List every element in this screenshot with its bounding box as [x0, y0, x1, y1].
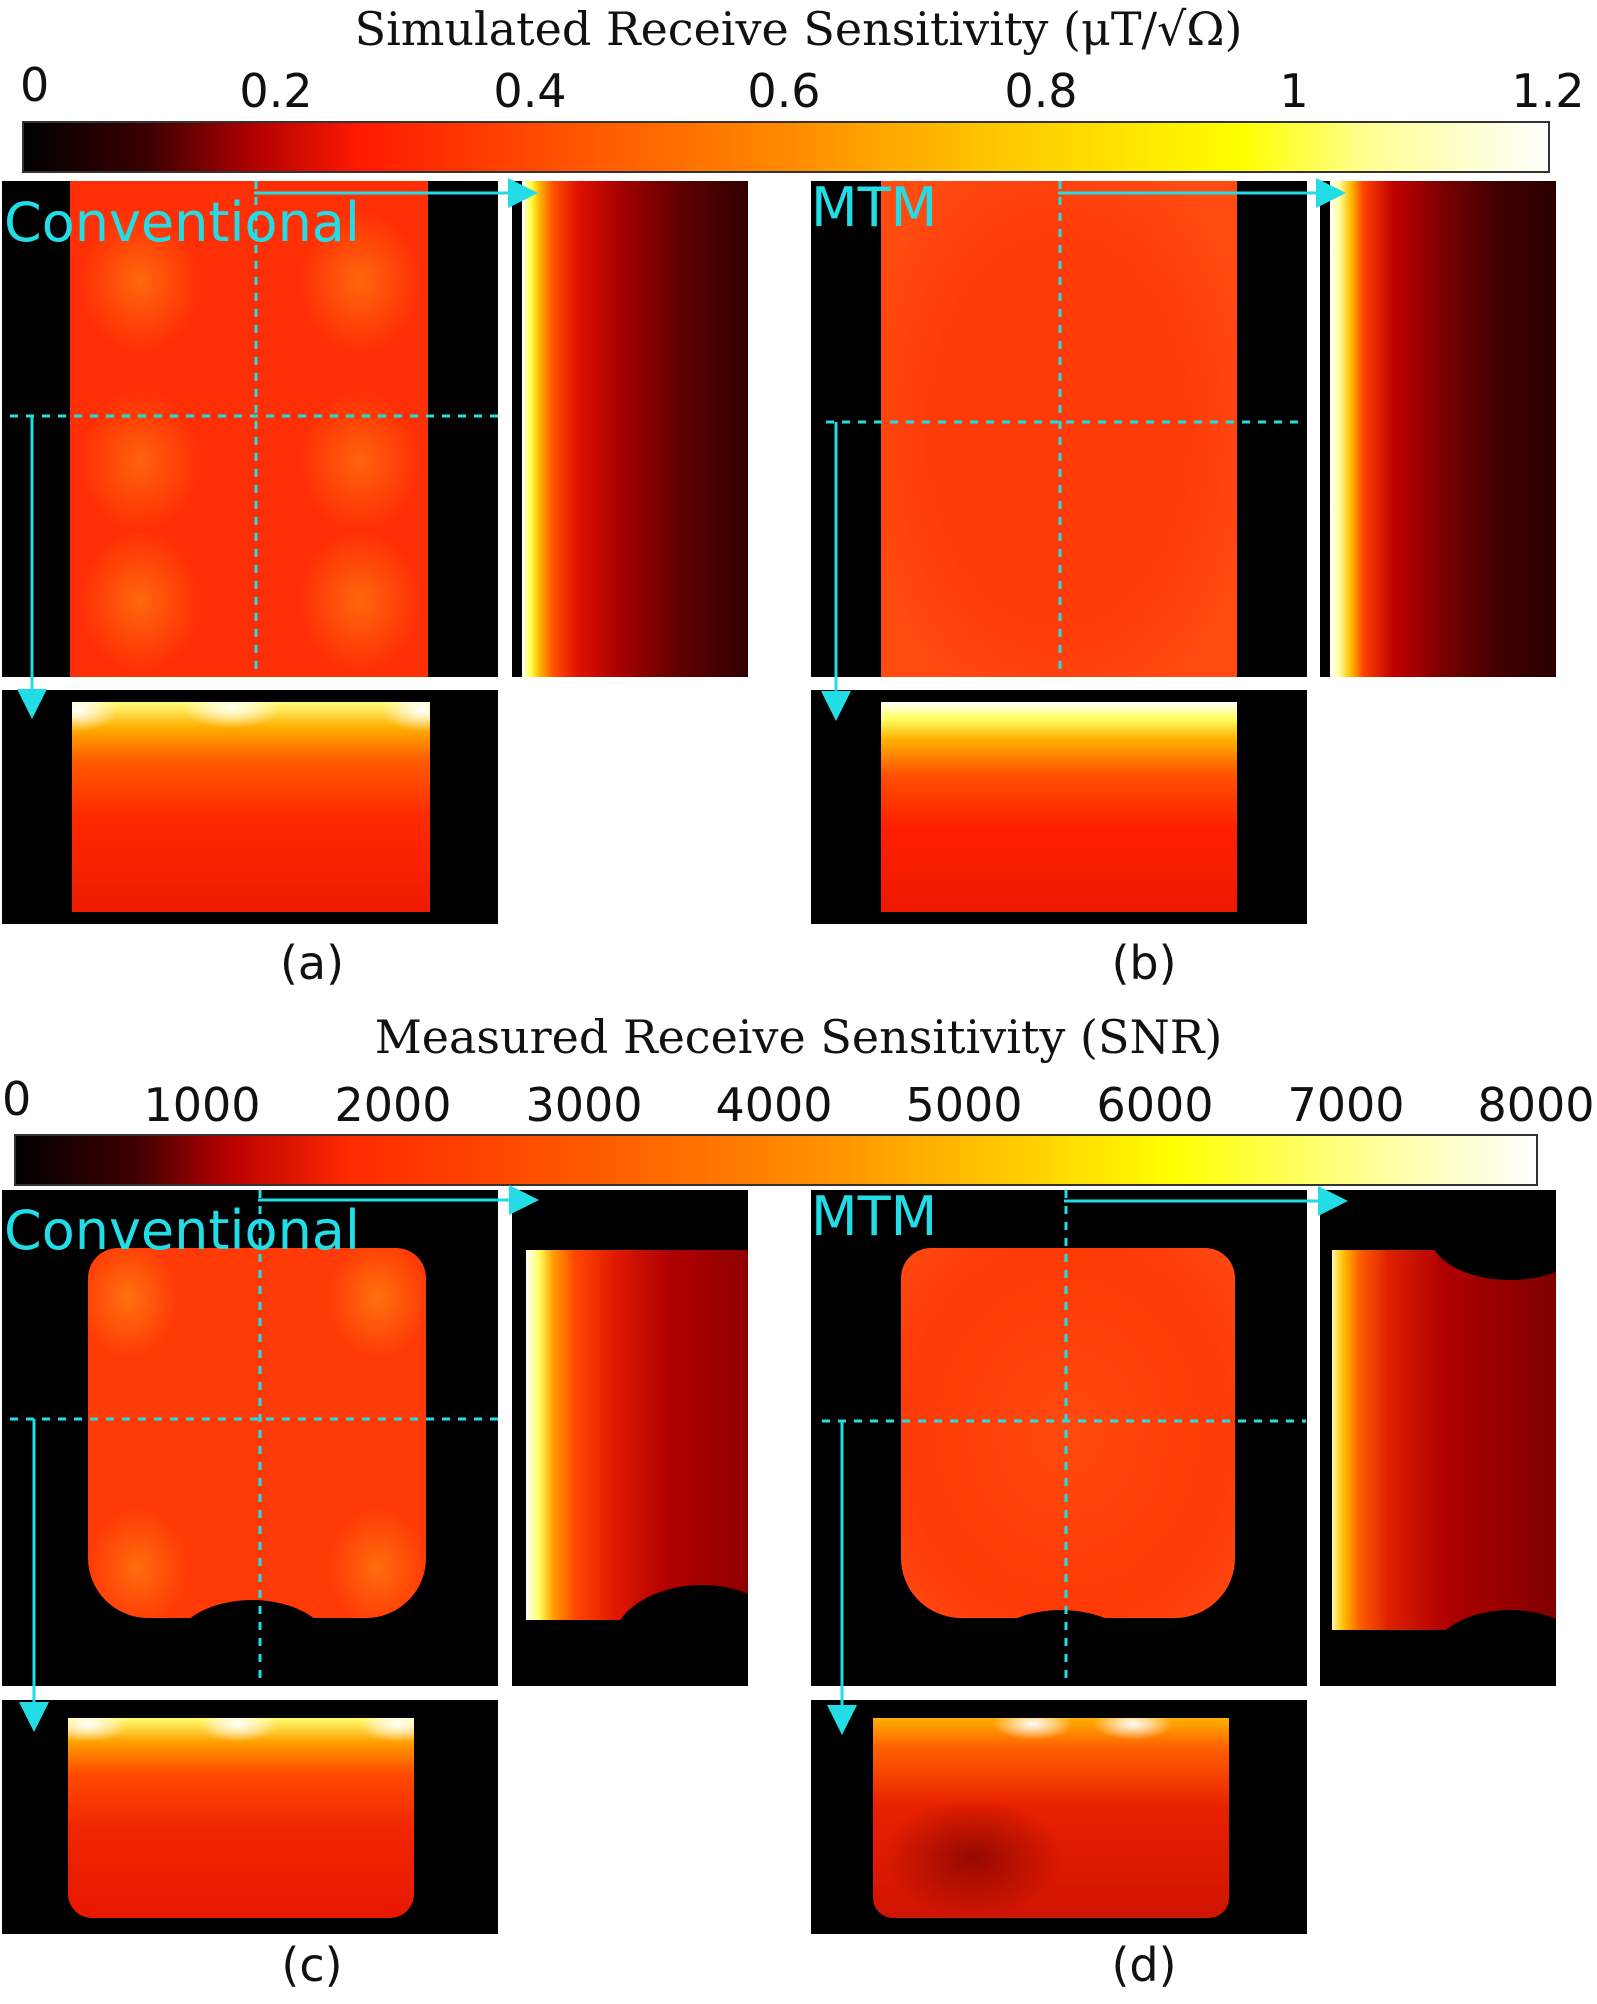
sim-tick-5: 1	[1279, 64, 1309, 118]
measured-colorbar-title: Measured Receive Sensitivity (SNR)	[374, 1010, 1223, 1064]
simulated-colorbar	[22, 121, 1550, 173]
meas-tick-7: 7000	[1287, 1078, 1405, 1132]
panel-c-side	[512, 1190, 748, 1686]
caption-b: (b)	[1111, 936, 1177, 990]
meas-tick-0: 0	[2, 1072, 32, 1126]
simulated-colorbar-title: Simulated Receive Sensitivity (μT/√Ω)	[354, 2, 1243, 56]
panel-d-label: MTM	[811, 1185, 938, 1248]
meas-tick-6: 6000	[1096, 1078, 1214, 1132]
panel-a-bottom	[2, 690, 498, 924]
measured-colorbar	[14, 1134, 1538, 1186]
panel-c-bottom	[2, 1700, 498, 1934]
panel-a-side	[512, 181, 748, 677]
meas-tick-2: 2000	[334, 1078, 452, 1132]
panel-d-main	[811, 1190, 1307, 1686]
meas-tick-3: 3000	[525, 1078, 643, 1132]
caption-d: (d)	[1111, 1938, 1177, 1992]
sim-tick-0: 0	[20, 58, 50, 112]
caption-a: (a)	[279, 936, 345, 990]
sim-tick-6: 1.2	[1511, 64, 1585, 118]
panel-a-main	[2, 181, 498, 677]
meas-tick-1: 1000	[143, 1078, 261, 1132]
meas-tick-4: 4000	[715, 1078, 833, 1132]
meas-tick-8: 8000	[1477, 1078, 1595, 1132]
caption-c: (c)	[281, 1938, 343, 1992]
panel-b-side	[1320, 181, 1556, 677]
panel-a-label: Conventional	[4, 191, 360, 254]
panel-b-bottom	[811, 690, 1307, 924]
sim-tick-4: 0.8	[1004, 64, 1078, 118]
sim-tick-3: 0.6	[747, 64, 821, 118]
sim-tick-2: 0.4	[493, 64, 567, 118]
panel-d-side	[1320, 1190, 1556, 1686]
panel-b-label: MTM	[811, 176, 938, 239]
panel-d-bottom	[811, 1700, 1307, 1934]
panel-c-label: Conventional	[4, 1199, 360, 1262]
meas-tick-5: 5000	[905, 1078, 1023, 1132]
panel-c-main	[2, 1190, 498, 1686]
sim-tick-1: 0.2	[239, 64, 313, 118]
